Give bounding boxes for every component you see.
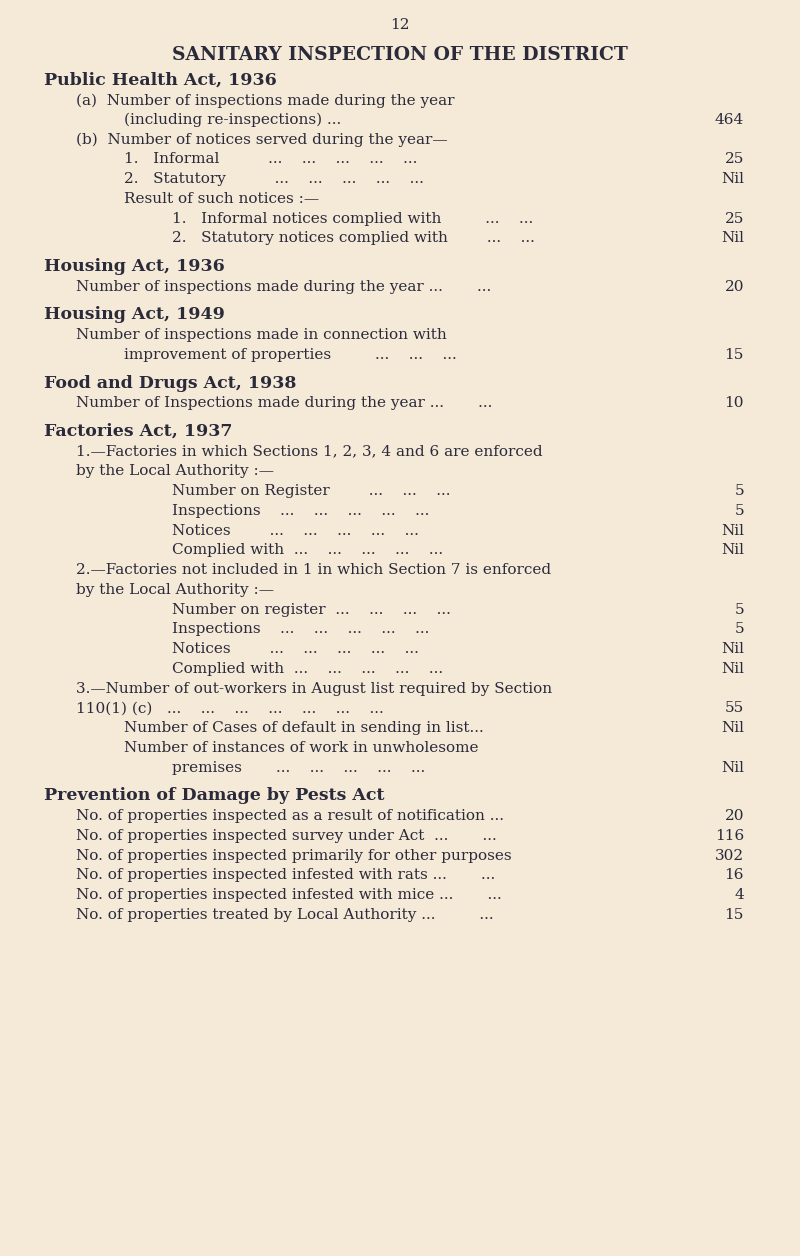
Text: 1.—Factories in which Sections 1, 2, 3, 4 and 6 are enforced: 1.—Factories in which Sections 1, 2, 3, … [76, 445, 542, 458]
Text: (including re-inspections) ...: (including re-inspections) ... [124, 113, 342, 127]
Text: 55: 55 [725, 701, 744, 716]
Text: Public Health Act, 1936: Public Health Act, 1936 [44, 72, 277, 88]
Text: (a)  Number of inspections made during the year: (a) Number of inspections made during th… [76, 93, 454, 108]
Text: Food and Drugs Act, 1938: Food and Drugs Act, 1938 [44, 374, 296, 392]
Text: Number of Cases of default in sending in list...: Number of Cases of default in sending in… [124, 721, 484, 735]
Text: Complied with  ...    ...    ...    ...    ...: Complied with ... ... ... ... ... [172, 662, 443, 676]
Text: 110(1) (c)   ...    ...    ...    ...    ...    ...    ...: 110(1) (c) ... ... ... ... ... ... ... [76, 701, 384, 716]
Text: Number on Register        ...    ...    ...: Number on Register ... ... ... [172, 485, 450, 499]
Text: 1.   Informal          ...    ...    ...    ...    ...: 1. Informal ... ... ... ... ... [124, 152, 418, 167]
Text: 10: 10 [725, 397, 744, 411]
Text: 302: 302 [715, 849, 744, 863]
Text: SANITARY INSPECTION OF THE DISTRICT: SANITARY INSPECTION OF THE DISTRICT [172, 45, 628, 64]
Text: 20: 20 [725, 280, 744, 294]
Text: 1.   Informal notices complied with         ...    ...: 1. Informal notices complied with ... ..… [172, 212, 534, 226]
Text: No. of properties inspected survey under Act  ...       ...: No. of properties inspected survey under… [76, 829, 497, 843]
Text: Complied with  ...    ...    ...    ...    ...: Complied with ... ... ... ... ... [172, 544, 443, 558]
Text: Nil: Nil [721, 662, 744, 676]
Text: Result of such notices :—: Result of such notices :— [124, 192, 319, 206]
Text: Nil: Nil [721, 172, 744, 186]
Text: 12: 12 [390, 18, 410, 33]
Text: Nil: Nil [721, 642, 744, 656]
Text: Number of inspections made in connection with: Number of inspections made in connection… [76, 328, 446, 342]
Text: Nil: Nil [721, 544, 744, 558]
Text: No. of properties inspected primarily for other purposes: No. of properties inspected primarily fo… [76, 849, 512, 863]
Text: 5: 5 [734, 504, 744, 517]
Text: Inspections    ...    ...    ...    ...    ...: Inspections ... ... ... ... ... [172, 504, 430, 517]
Text: 5: 5 [734, 603, 744, 617]
Text: Housing Act, 1936: Housing Act, 1936 [44, 259, 225, 275]
Text: 16: 16 [725, 868, 744, 882]
Text: 25: 25 [725, 212, 744, 226]
Text: 464: 464 [714, 113, 744, 127]
Text: Nil: Nil [721, 231, 744, 245]
Text: No. of properties inspected infested with mice ...       ...: No. of properties inspected infested wit… [76, 888, 502, 902]
Text: by the Local Authority :—: by the Local Authority :— [76, 465, 274, 479]
Text: (b)  Number of notices served during the year—: (b) Number of notices served during the … [76, 133, 448, 147]
Text: Nil: Nil [721, 524, 744, 538]
Text: 2.—Factories not included in 1 in which Section 7 is enforced: 2.—Factories not included in 1 in which … [76, 563, 551, 578]
Text: Inspections    ...    ...    ...    ...    ...: Inspections ... ... ... ... ... [172, 623, 430, 637]
Text: Number on register  ...    ...    ...    ...: Number on register ... ... ... ... [172, 603, 451, 617]
Text: premises       ...    ...    ...    ...    ...: premises ... ... ... ... ... [172, 761, 426, 775]
Text: Housing Act, 1949: Housing Act, 1949 [44, 306, 225, 324]
Text: 25: 25 [725, 152, 744, 167]
Text: 3.—Number of out-workers in August list required by Section: 3.—Number of out-workers in August list … [76, 682, 552, 696]
Text: 5: 5 [734, 485, 744, 499]
Text: by the Local Authority :—: by the Local Authority :— [76, 583, 274, 597]
Text: Prevention of Damage by Pests Act: Prevention of Damage by Pests Act [44, 788, 385, 804]
Text: Nil: Nil [721, 721, 744, 735]
Text: 20: 20 [725, 809, 744, 823]
Text: Number of Inspections made during the year ...       ...: Number of Inspections made during the ye… [76, 397, 492, 411]
Text: Notices        ...    ...    ...    ...    ...: Notices ... ... ... ... ... [172, 524, 419, 538]
Text: 4: 4 [734, 888, 744, 902]
Text: Notices        ...    ...    ...    ...    ...: Notices ... ... ... ... ... [172, 642, 419, 656]
Text: 15: 15 [725, 348, 744, 362]
Text: 2.   Statutory notices complied with        ...    ...: 2. Statutory notices complied with ... .… [172, 231, 535, 245]
Text: 5: 5 [734, 623, 744, 637]
Text: improvement of properties         ...    ...    ...: improvement of properties ... ... ... [124, 348, 457, 362]
Text: Factories Act, 1937: Factories Act, 1937 [44, 423, 233, 440]
Text: No. of properties inspected infested with rats ...       ...: No. of properties inspected infested wit… [76, 868, 495, 882]
Text: No. of properties treated by Local Authority ...         ...: No. of properties treated by Local Autho… [76, 908, 494, 922]
Text: 2.   Statutory          ...    ...    ...    ...    ...: 2. Statutory ... ... ... ... ... [124, 172, 424, 186]
Text: 15: 15 [725, 908, 744, 922]
Text: Number of instances of work in unwholesome: Number of instances of work in unwholeso… [124, 741, 478, 755]
Text: 116: 116 [714, 829, 744, 843]
Text: Number of inspections made during the year ...       ...: Number of inspections made during the ye… [76, 280, 491, 294]
Text: No. of properties inspected as a result of notification ...: No. of properties inspected as a result … [76, 809, 504, 823]
Text: Nil: Nil [721, 761, 744, 775]
